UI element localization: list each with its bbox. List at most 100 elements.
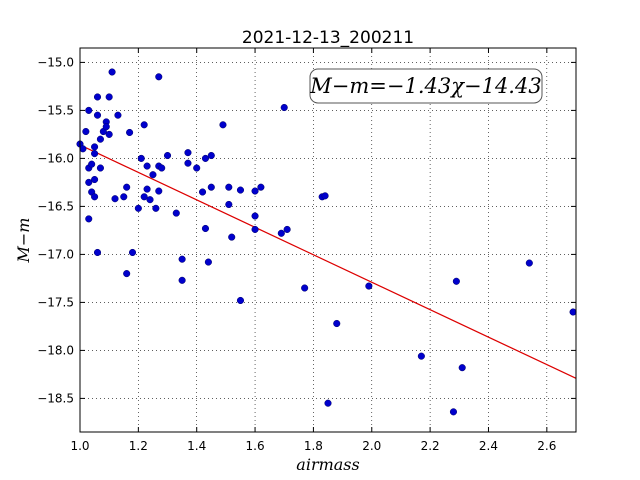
grid-lines	[79, 48, 576, 432]
data-point	[93, 248, 102, 257]
data-point	[201, 154, 210, 162]
data-point	[280, 103, 288, 112]
annotation-box	[309, 68, 543, 104]
data-point	[91, 143, 99, 151]
y-tick-label: −18.0	[37, 343, 74, 357]
x-tick-label: 1.8	[304, 439, 323, 453]
fit-equation-annotation: M−m=−1.43χ−14.43	[309, 74, 541, 98]
data-point	[365, 282, 373, 290]
data-point	[301, 284, 309, 292]
y-tick-label: −16.5	[37, 199, 74, 213]
x-tick-label: 1.0	[70, 439, 89, 453]
data-point	[225, 200, 233, 209]
data-point	[91, 150, 99, 158]
data-point	[184, 149, 192, 157]
data-point	[79, 145, 87, 153]
data-point	[105, 130, 113, 138]
data-point	[251, 225, 259, 233]
data-point	[152, 204, 160, 212]
y-tick-label: −15.0	[37, 55, 74, 69]
data-point	[251, 187, 259, 195]
data-point	[155, 187, 163, 195]
data-point	[105, 93, 113, 101]
chart-title: 2021-12-13_200211	[242, 28, 414, 48]
data-point	[143, 162, 151, 170]
data-point	[277, 229, 285, 237]
data-point	[452, 277, 460, 285]
data-point	[108, 68, 116, 76]
data-point	[140, 121, 148, 129]
x-tick-label: 2.4	[479, 439, 498, 453]
data-point	[149, 171, 157, 179]
x-tick-label: 1.2	[129, 439, 148, 453]
data-point	[93, 111, 102, 119]
data-point	[525, 259, 533, 267]
data-point	[93, 93, 102, 101]
data-point	[236, 296, 245, 305]
x-tick-label: 1.6	[246, 439, 265, 453]
data-point	[193, 164, 201, 172]
data-point	[85, 178, 93, 186]
y-tick-label: −15.5	[37, 103, 74, 117]
data-point	[96, 135, 104, 143]
data-point	[140, 193, 148, 201]
data-point	[172, 209, 180, 217]
data-point	[123, 270, 131, 278]
data-point	[201, 224, 210, 233]
data-point	[163, 151, 172, 160]
data-point	[569, 308, 577, 316]
data-point	[126, 128, 134, 137]
data-point	[143, 185, 151, 193]
data-point	[111, 195, 119, 203]
data-point	[458, 364, 466, 372]
data-point	[257, 183, 265, 191]
data-point	[251, 212, 259, 220]
y-tick-label: −18.5	[37, 391, 74, 405]
data-point	[225, 183, 233, 191]
data-point	[449, 408, 458, 416]
data-point	[158, 164, 166, 172]
data-point	[207, 183, 215, 191]
data-point	[198, 188, 207, 196]
x-tick-label: 1.4	[187, 439, 206, 453]
data-point	[82, 127, 90, 136]
data-point	[178, 255, 186, 263]
data-point	[85, 106, 93, 114]
y-tick-label: −17.5	[37, 295, 74, 309]
data-point	[85, 215, 93, 223]
data-point	[155, 73, 163, 81]
data-point	[120, 193, 128, 201]
data-point	[114, 111, 122, 119]
axis-ticks: 1.0 1.2 1.4 1.6 1.8 2.0 2.2 2.4 2.6 −15.0 −15.5 −16…	[37, 48, 576, 453]
data-point	[96, 164, 104, 172]
x-tick-label: 2.6	[537, 439, 556, 453]
data-point	[91, 175, 99, 184]
data-point	[324, 399, 332, 407]
data-point	[333, 319, 341, 328]
plot-frame	[79, 47, 577, 433]
x-tick-label: 2.0	[362, 439, 381, 453]
data-point	[236, 186, 245, 194]
y-axis-label: M−m	[14, 218, 33, 264]
data-point	[88, 160, 96, 168]
data-point	[146, 196, 154, 204]
x-tick-label: 2.2	[421, 439, 440, 453]
y-tick-label: −17.0	[37, 247, 74, 261]
data-point	[102, 123, 110, 131]
data-point	[123, 183, 131, 191]
fit-line	[79, 144, 577, 379]
y-tick-label: −16.0	[37, 151, 74, 165]
data-points	[76, 68, 577, 416]
x-axis-label: airmass	[296, 455, 359, 474]
data-point	[178, 276, 186, 284]
data-point	[137, 154, 145, 162]
data-point	[283, 225, 291, 233]
data-point	[128, 248, 137, 257]
data-point	[134, 204, 142, 212]
data-point	[91, 193, 99, 201]
data-point	[219, 121, 227, 129]
data-point	[228, 233, 236, 241]
data-point	[207, 151, 215, 160]
data-point	[204, 258, 212, 266]
